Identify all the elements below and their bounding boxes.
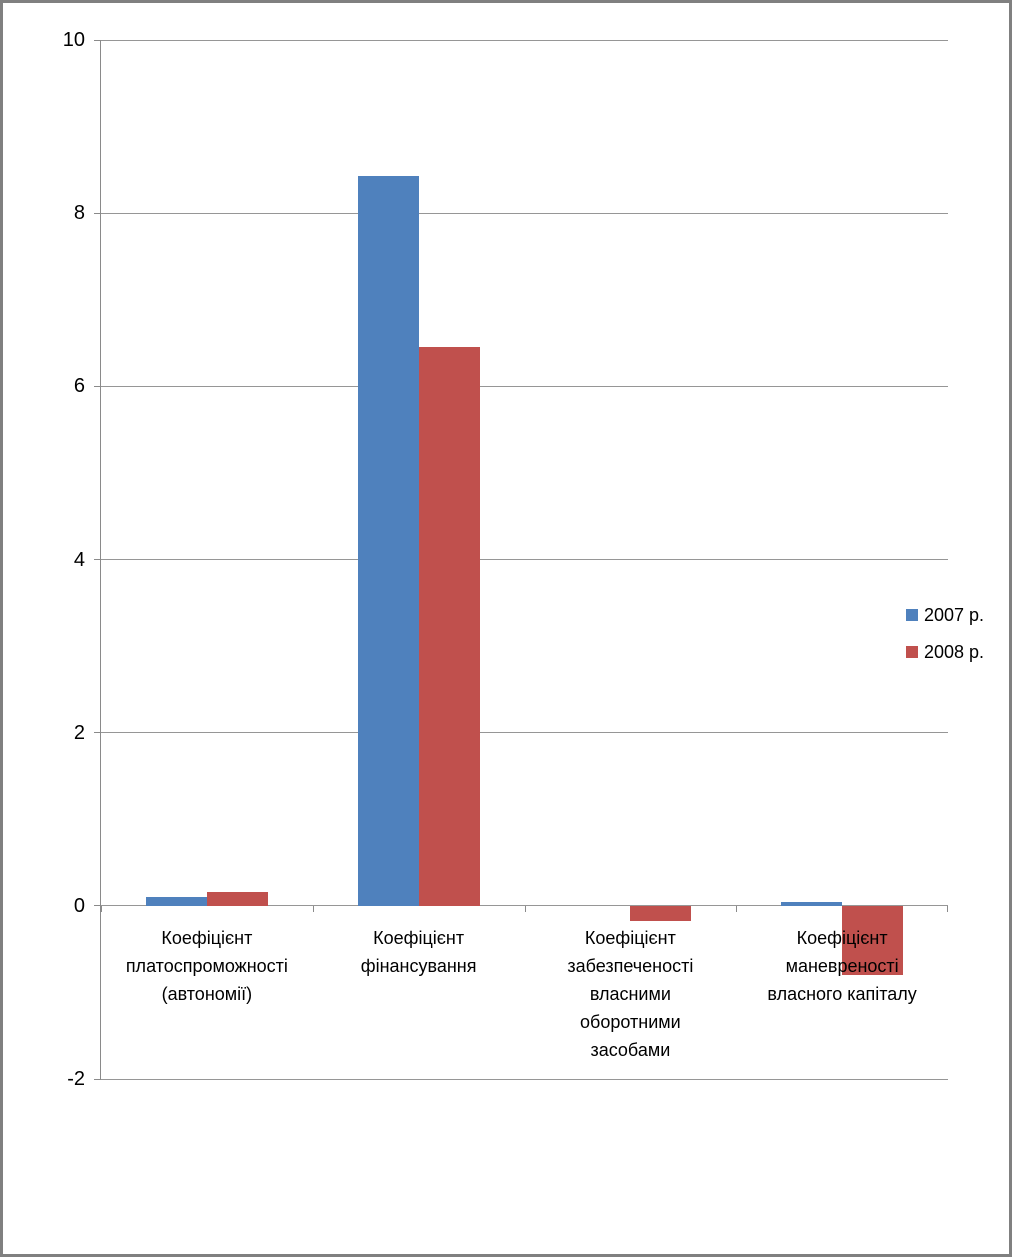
- y-axis-tick: [94, 385, 101, 387]
- bar-2008-cat1: [206, 891, 268, 906]
- y-axis-tick: [94, 1078, 101, 1080]
- category-label-3: Коефіцієнт забезпеченості власними оборо…: [567, 928, 694, 1060]
- y-tick-label: -2: [67, 1068, 85, 1090]
- y-axis-line: [100, 40, 101, 1080]
- y-tick-label: 6: [73, 375, 85, 398]
- legend: 2007 р. 2008 р.: [906, 604, 984, 678]
- bar-2007-cat1: [145, 897, 207, 906]
- y-axis-tick: [94, 39, 101, 41]
- y-axis-tick: [94, 905, 101, 907]
- gridline: [101, 212, 948, 214]
- x-axis-tick: [736, 905, 738, 912]
- legend-label: 2007 р.: [924, 604, 985, 625]
- legend-swatch-icon: [906, 609, 918, 621]
- category-label-1: Коефіцієнт платоспроможності (автономії): [125, 928, 288, 1004]
- category-label-2: Коефіцієнт фінансування: [360, 928, 477, 976]
- bar-2008-cat2: [418, 346, 480, 906]
- y-tick-label: 0: [73, 894, 85, 917]
- bar-2008-cat4: [842, 905, 904, 976]
- x-axis-tick: [101, 905, 102, 912]
- bar-2008-cat3: [630, 905, 692, 922]
- bar-2007-cat2: [357, 175, 419, 906]
- x-axis-tick: [947, 905, 948, 912]
- legend-swatch-icon: [906, 646, 918, 658]
- y-tick-label: 2: [73, 721, 85, 744]
- y-tick-label: 8: [73, 202, 85, 225]
- x-axis-tick: [524, 905, 526, 912]
- y-tick-label: 4: [73, 548, 85, 571]
- bar-2007-cat4: [781, 902, 843, 906]
- y-axis-tick: [94, 559, 101, 560]
- gridline: [101, 39, 948, 41]
- y-tick-label: 10: [62, 29, 85, 51]
- legend-item: 2008 р.: [906, 641, 984, 663]
- legend-item: 2007 р.: [906, 604, 984, 626]
- legend-label: 2008 р.: [924, 641, 985, 662]
- gridline: [101, 732, 948, 734]
- gridline: [101, 559, 948, 560]
- gridline: [101, 1078, 948, 1080]
- category-label-4: Коефіцієнт маневреності власного капітал…: [767, 928, 917, 1004]
- y-axis-tick: [94, 732, 101, 734]
- gridline: [101, 385, 948, 387]
- y-axis-tick: [94, 212, 101, 214]
- x-axis-tick: [312, 905, 314, 912]
